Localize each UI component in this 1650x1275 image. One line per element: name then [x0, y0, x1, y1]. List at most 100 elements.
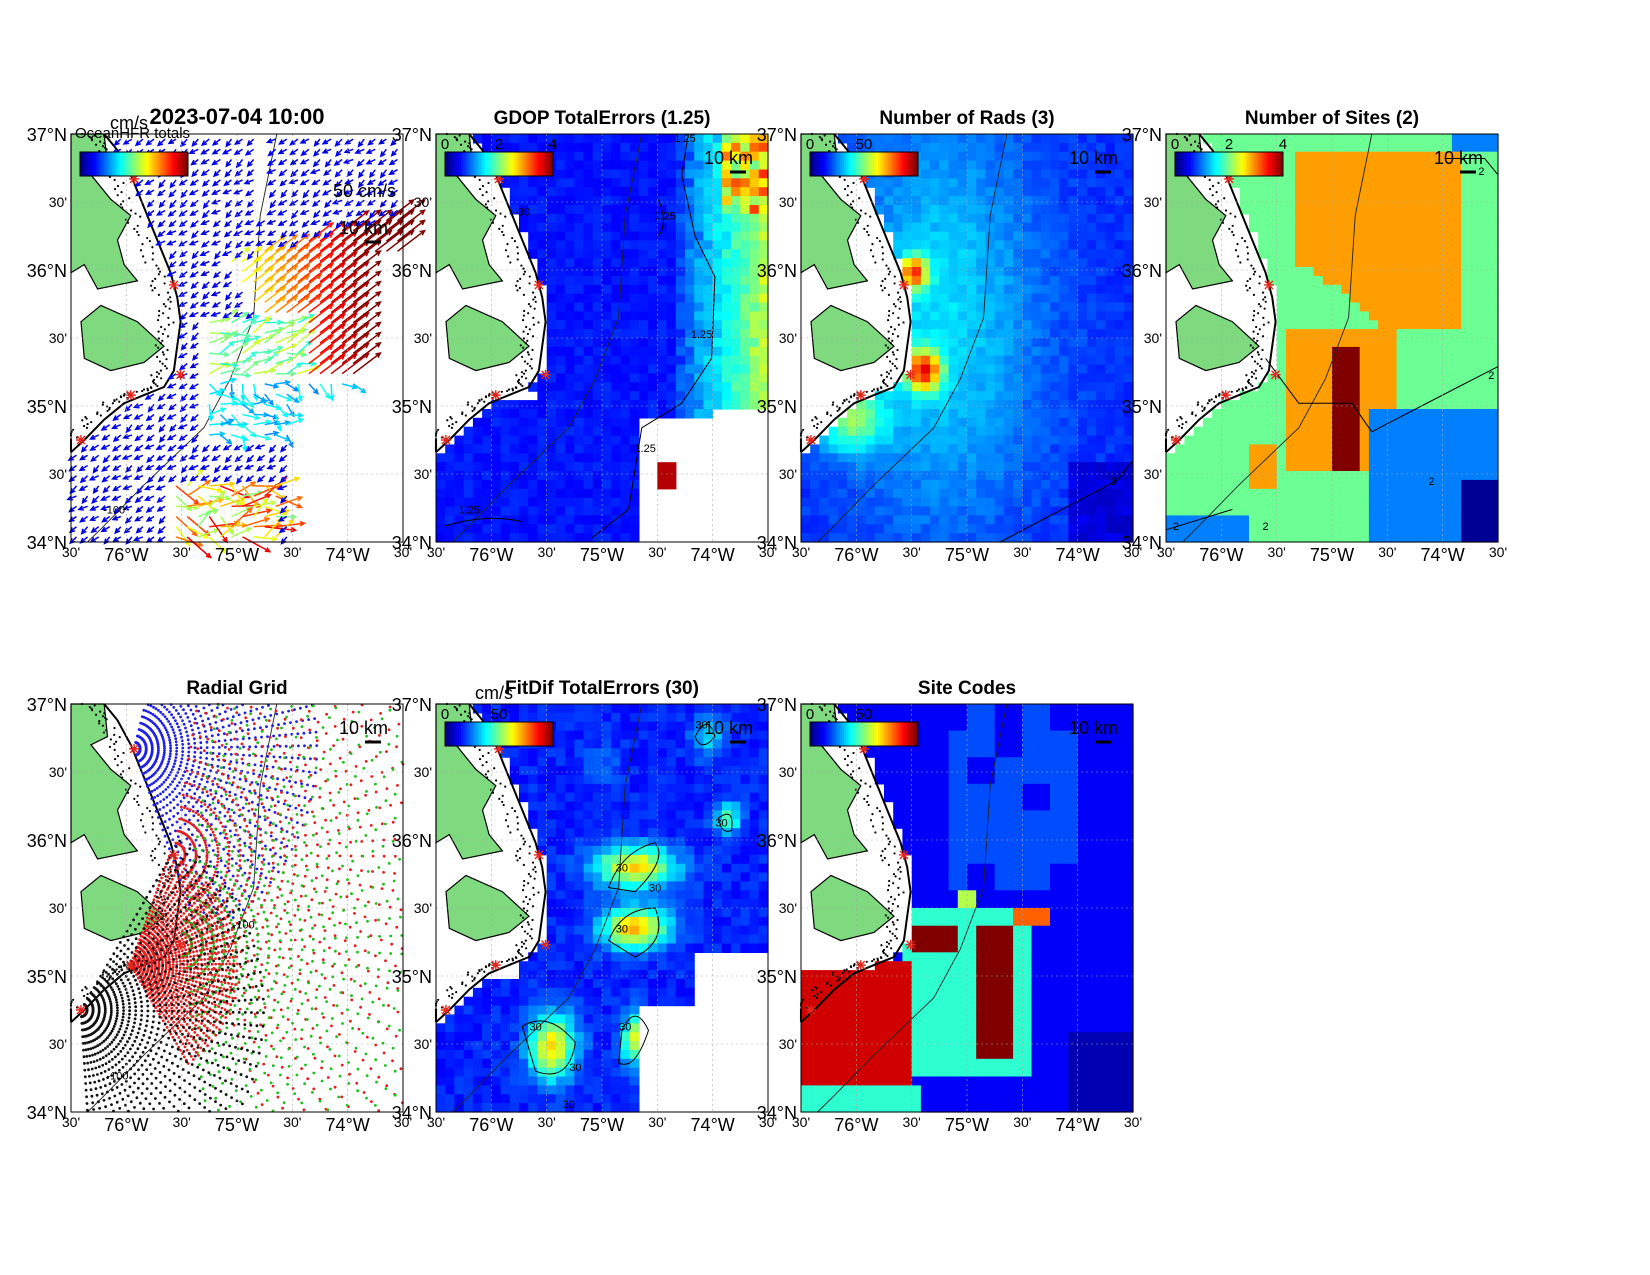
data-grid: [436, 134, 769, 543]
grid-cell: [1123, 364, 1134, 375]
grid-cell: [1013, 426, 1023, 437]
current-vector-arrow: [277, 148, 288, 155]
grid-cell: [1096, 267, 1106, 277]
grid-cell: [1341, 284, 1351, 295]
grid-cell: [957, 178, 968, 188]
current-vector-arrow: [167, 475, 177, 483]
grid-cell: [1322, 391, 1333, 401]
grid-cell: [620, 240, 631, 250]
grid-cell: [1378, 329, 1388, 339]
grid-cell: [1304, 471, 1315, 481]
grid-cell: [874, 134, 885, 144]
grid-cell: [1202, 471, 1213, 481]
grid-cell: [948, 142, 959, 153]
coast-speckle: [446, 419, 449, 422]
grid-cell: [445, 515, 455, 525]
grid-cell: [902, 142, 913, 153]
grid-cell: [939, 169, 950, 179]
grid-cell: [574, 302, 585, 312]
coast-speckle: [829, 140, 832, 143]
grid-cell: [1304, 506, 1315, 516]
y-tick-label: 37°N: [757, 125, 797, 145]
grid-cell: [675, 240, 686, 250]
grid-cell: [1359, 134, 1370, 144]
grid-cell: [1105, 258, 1116, 268]
coast-speckle: [113, 399, 116, 403]
current-vector-arrow: [168, 199, 177, 209]
grid-cell: [648, 267, 658, 277]
grid-cell: [574, 178, 585, 188]
grid-cell: [1341, 453, 1351, 463]
current-vector-arrow: [235, 159, 244, 169]
grid-cell: [1276, 488, 1287, 499]
grid-cell: [758, 142, 769, 153]
grid-cell: [758, 400, 769, 410]
colorbar-segment: [156, 152, 159, 176]
grid-cell: [1202, 435, 1213, 446]
grid-cell: [1031, 311, 1042, 321]
grid-cell: [592, 222, 603, 233]
grid-cell: [1114, 249, 1125, 259]
grid-cell: [1396, 479, 1407, 490]
grid-cell: [721, 249, 732, 259]
coast-speckle: [833, 142, 836, 145]
grid-cell: [565, 506, 575, 516]
grid-cell: [1405, 524, 1416, 534]
grid-cell: [537, 187, 548, 197]
grid-cell: [1013, 444, 1023, 454]
coast-speckle: [106, 405, 109, 408]
grid-cell: [967, 222, 977, 233]
grid-cell: [1332, 205, 1342, 215]
grid-cell: [1166, 479, 1176, 490]
current-vector-arrow: [78, 464, 89, 472]
grid-cell: [819, 471, 830, 481]
coast-speckle: [878, 240, 882, 243]
grid-cell: [1105, 382, 1116, 392]
coast-speckle: [531, 335, 535, 338]
grid-cell: [666, 249, 677, 259]
grid-cell: [611, 453, 621, 463]
grid-cell: [911, 258, 922, 268]
current-vector-arrow: [221, 464, 232, 471]
current-vector-arrow: [378, 209, 387, 217]
grid-cell: [1313, 267, 1324, 277]
grid-cell: [911, 187, 922, 197]
grid-cell: [712, 258, 723, 268]
grid-cell: [856, 453, 867, 463]
grid-cell: [865, 444, 876, 454]
grid-cell: [902, 471, 913, 481]
grid-cell: [1040, 488, 1051, 499]
grid-cell: [574, 533, 585, 543]
grid-cell: [902, 462, 913, 472]
coast-speckle: [820, 421, 823, 424]
grid-cell: [749, 338, 760, 348]
grid-cell: [1332, 533, 1342, 543]
grid-cell: [629, 293, 640, 304]
x-tick-label: 76°W: [104, 545, 148, 565]
current-vector-arrow: [190, 413, 199, 422]
current-vector-arrow: [244, 209, 254, 216]
threshold-contour: [445, 517, 523, 527]
grid-cell: [1221, 488, 1232, 499]
current-vector-arrow: [299, 209, 310, 215]
grid-cell: [930, 497, 940, 508]
grid-cell: [1230, 506, 1241, 516]
grid-cell: [1368, 400, 1379, 410]
grid-cell: [749, 160, 760, 171]
current-vector-arrow: [166, 271, 177, 277]
grid-cell: [629, 169, 640, 179]
grid-cell: [1123, 320, 1134, 330]
grid-cell: [1202, 479, 1213, 490]
current-vector-arrow: [302, 189, 310, 199]
grid-cell: [1378, 293, 1388, 304]
grid-cell: [1341, 231, 1351, 242]
grid-cell: [884, 205, 894, 215]
grid-cell: [592, 320, 603, 330]
coast-speckle: [527, 353, 530, 356]
coast-speckle: [531, 348, 534, 352]
grid-cell: [1031, 391, 1042, 401]
grid-cell: [985, 258, 996, 268]
current-vector-arrow: [243, 179, 254, 185]
grid-cell: [445, 533, 455, 543]
current-vector-arrow: [133, 474, 144, 481]
